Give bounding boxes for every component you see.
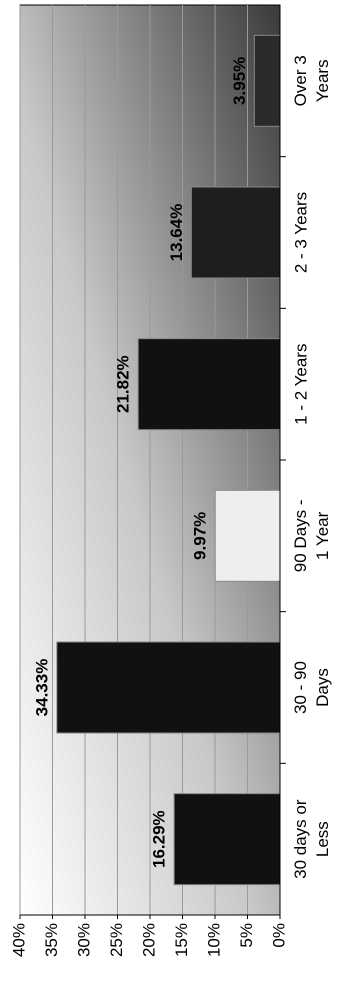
x-tick-label: 30 days or Less (291, 799, 332, 879)
bar (253, 34, 281, 127)
value-label: 21.82% (114, 355, 133, 413)
bar (214, 489, 281, 582)
bar (56, 641, 281, 734)
bar (137, 338, 281, 431)
y-tick-label: 30% (74, 923, 93, 957)
x-tick-label: 30 - 90 Days (291, 661, 332, 714)
value-label: 3.95% (230, 57, 249, 105)
y-tick-label: 15% (172, 923, 191, 957)
value-label: 16.29% (150, 810, 169, 868)
x-tick-label: 90 Days -1 Year (291, 499, 332, 572)
bar (190, 186, 281, 279)
rotated-chart: 0% 5% 10% 15% 20% 25% 30% 35% 40% 30 days or Less 1… (9, 4, 332, 957)
y-tick-label: 25% (107, 923, 126, 957)
y-tick-label: 10% (204, 923, 223, 957)
y-tick-label: 40% (9, 923, 28, 957)
y-tick-label: 0% (269, 923, 288, 948)
x-tick-label: Over 3 Years (291, 55, 332, 106)
bar (173, 793, 281, 886)
value-label: 9.97% (191, 512, 210, 560)
value-label: 13.64% (167, 204, 186, 262)
y-tick-label: 35% (42, 923, 61, 957)
value-label: 34.33% (32, 659, 51, 717)
y-tick-label: 5% (237, 923, 256, 948)
y-tick-label: 20% (139, 923, 158, 957)
x-tick-label: 1 - 2 Years (291, 344, 310, 425)
x-tick-label: 2 - 3 Years (291, 192, 310, 273)
